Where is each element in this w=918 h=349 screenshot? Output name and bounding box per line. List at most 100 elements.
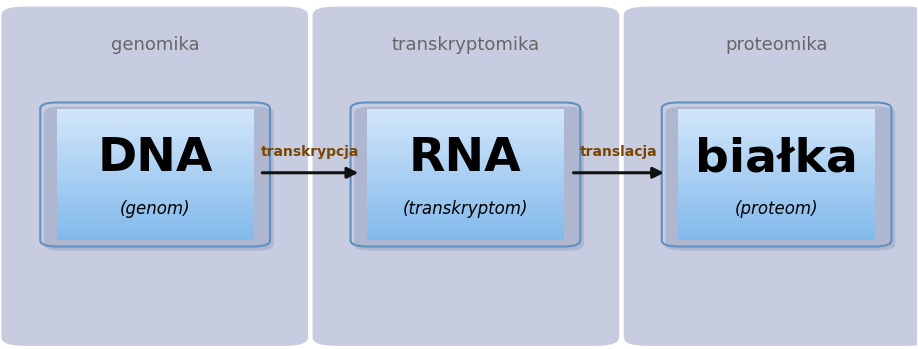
Bar [57,236,253,238]
Bar [678,194,875,196]
Bar [57,139,253,142]
Text: transkryptomika: transkryptomika [391,36,540,54]
Bar [367,192,564,194]
Bar [57,211,253,214]
Bar [367,124,564,126]
Bar [678,179,875,181]
Bar [367,170,564,172]
Bar [367,122,564,124]
Bar [367,229,564,231]
Bar [367,146,564,148]
Text: białka: białka [695,136,858,181]
Bar [367,137,564,139]
Text: (proteom): (proteom) [734,200,818,218]
Bar [367,183,564,185]
Bar [678,115,875,118]
Bar [678,124,875,126]
Bar [57,187,253,190]
Bar [678,174,875,177]
Bar [57,203,253,205]
Bar [57,144,253,146]
Bar [678,233,875,236]
Bar [57,207,253,210]
Bar [57,137,253,139]
Bar [57,165,253,168]
Bar [678,148,875,150]
Bar [678,225,875,227]
Bar [57,174,253,177]
Bar [57,223,253,225]
Bar [57,205,253,207]
Bar [367,157,564,159]
Bar [57,227,253,229]
Bar [367,179,564,181]
Bar [57,168,253,170]
Bar [367,150,564,153]
Bar [57,159,253,161]
Bar [367,187,564,190]
Bar [678,113,875,115]
Bar [367,233,564,236]
Text: genomika: genomika [111,36,199,54]
Bar [367,211,564,214]
Bar [678,111,875,113]
Bar [57,218,253,221]
Bar [678,238,875,240]
Bar [57,192,253,194]
Bar [367,133,564,135]
FancyBboxPatch shape [354,107,584,251]
Bar [57,238,253,240]
Bar [367,155,564,157]
Bar [57,141,253,144]
Bar [57,122,253,124]
Bar [678,199,875,201]
Bar [367,111,564,113]
Bar [678,153,875,155]
Bar [678,109,875,111]
Text: (genom): (genom) [120,200,190,218]
Bar [57,155,253,157]
Bar [57,220,253,223]
Text: RNA: RNA [409,136,521,181]
Bar [678,139,875,142]
Bar [57,133,253,135]
Bar [678,236,875,238]
Bar [678,223,875,225]
Bar [367,185,564,188]
Bar [678,170,875,172]
Bar [57,126,253,128]
Bar [57,181,253,183]
FancyBboxPatch shape [312,7,619,346]
FancyBboxPatch shape [44,107,274,251]
Bar [678,190,875,192]
Bar [57,201,253,203]
Bar [367,223,564,225]
Bar [367,209,564,212]
Bar [678,196,875,199]
Bar [367,148,564,150]
Bar [367,231,564,234]
Bar [678,205,875,207]
Bar [678,177,875,179]
Bar [57,153,253,155]
Bar [367,238,564,240]
Bar [367,218,564,221]
Bar [678,181,875,183]
Bar [57,115,253,118]
Bar [367,141,564,144]
Bar [57,124,253,126]
Bar [57,128,253,131]
Bar [57,146,253,148]
Bar [367,144,564,146]
Bar [57,214,253,216]
Bar [678,220,875,223]
Bar [57,161,253,164]
Bar [367,109,564,111]
Bar [678,192,875,194]
Bar [678,216,875,218]
Bar [57,170,253,172]
Bar [57,177,253,179]
Text: translacja: translacja [580,145,658,159]
Bar [678,155,875,157]
Bar [57,229,253,231]
